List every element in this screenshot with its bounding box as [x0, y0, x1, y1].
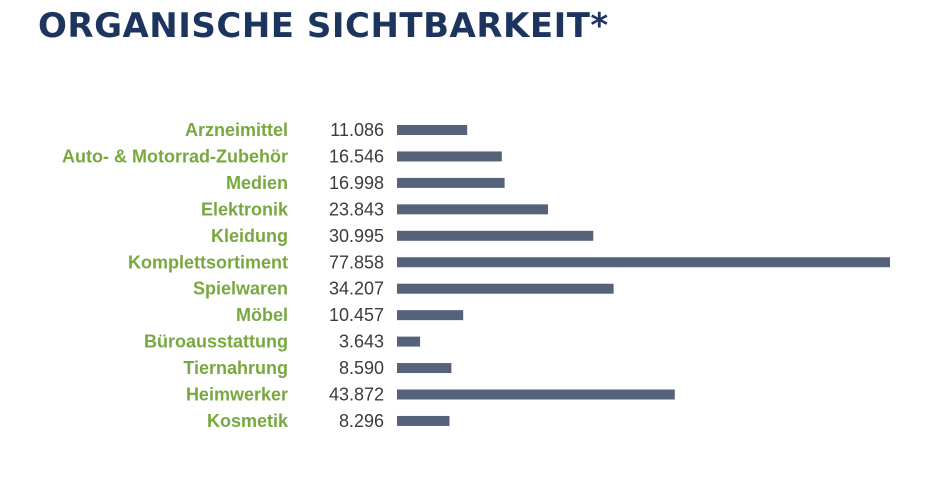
- category-label: Medien: [226, 173, 288, 193]
- category-label: Auto- & Motorrad-Zubehör: [62, 146, 288, 166]
- category-label: Tiernahrung: [183, 358, 288, 378]
- category-label: Komplettsortiment: [128, 252, 288, 272]
- bar: [397, 336, 421, 347]
- bar: [397, 125, 468, 135]
- category-label: Arzneimittel: [185, 120, 288, 140]
- value-label: 16.998: [329, 173, 384, 193]
- category-label: Möbel: [236, 305, 288, 325]
- category-label: Kleidung: [211, 226, 288, 246]
- value-label: 10.457: [329, 305, 384, 325]
- bar: [397, 363, 452, 374]
- value-label: 8.590: [339, 358, 384, 378]
- bar: [397, 204, 548, 215]
- bar: [397, 415, 450, 426]
- bar: [397, 257, 890, 268]
- value-label: 11.086: [330, 120, 384, 140]
- value-label: 34.207: [329, 279, 384, 299]
- bar: [397, 389, 675, 400]
- value-label: 8.296: [339, 411, 384, 431]
- category-label: Heimwerker: [186, 385, 288, 405]
- value-label: 77.858: [329, 252, 384, 272]
- value-label: 16.546: [329, 146, 384, 166]
- value-label: 43.872: [329, 385, 384, 405]
- value-label: 30.995: [329, 226, 384, 246]
- category-label: Elektronik: [201, 199, 289, 219]
- value-label: 3.643: [339, 332, 384, 352]
- chart-title: ORGANISCHE SICHTBARKEIT*: [38, 6, 609, 46]
- bar: [397, 283, 614, 294]
- bar: [397, 230, 594, 241]
- value-label: 23.843: [329, 199, 384, 219]
- bar: [397, 151, 502, 162]
- category-label: Büroausstattung: [144, 332, 288, 352]
- bar: [397, 177, 505, 188]
- bar: [397, 310, 464, 321]
- category-label: Kosmetik: [207, 411, 289, 431]
- category-label: Spielwaren: [193, 279, 288, 299]
